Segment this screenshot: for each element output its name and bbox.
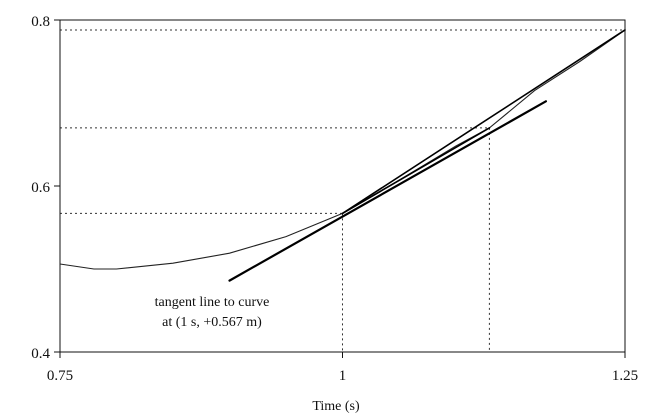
tangent-line-1 (228, 100, 548, 282)
series-layer (59, 29, 626, 282)
y-tick-label-2: 0.8 (31, 14, 50, 30)
x-tick-label-2: 1.25 (612, 368, 638, 384)
y-tick-label-1: 0.6 (31, 180, 50, 196)
tangent-annotation-line-1: tangent line to curve (155, 295, 270, 310)
plot-frame (59, 19, 626, 353)
tangent-annotation-line-2: at (1 s, +0.567 m) (162, 315, 262, 330)
x-tick-label-0: 0.75 (47, 368, 73, 384)
tick-marks (54, 19, 626, 358)
tick-labels: 0.75 1 1.25 0.4 0.6 0.8 (31, 14, 638, 384)
x-axis-label: Time (s) (312, 399, 360, 414)
secant-line-3 (341, 29, 626, 215)
secant-line-2 (341, 127, 491, 215)
x-tick-label-1: 1 (339, 368, 347, 384)
y-tick-label-0: 0.4 (31, 346, 50, 362)
dotted-reference-lines (60, 29, 626, 352)
plot-frame-rect (59, 19, 626, 353)
position-curve (59, 29, 626, 270)
